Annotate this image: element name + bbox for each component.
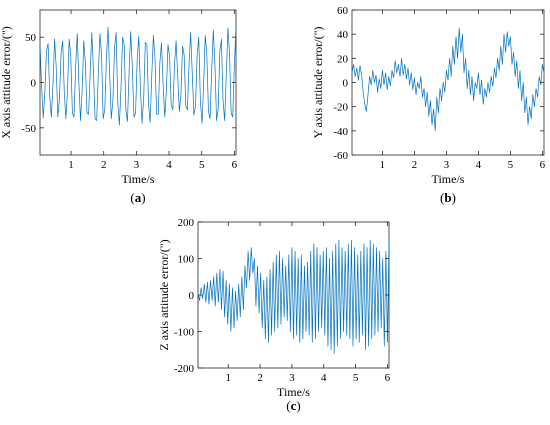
x-tick-label: 2 — [412, 159, 418, 171]
y-tick-label: -100 — [174, 327, 195, 339]
x-tick-label: 6 — [232, 159, 238, 171]
x-tick-label: 3 — [134, 159, 140, 171]
y-tick-label: 20 — [337, 53, 349, 65]
panel-caption-letter: a — [135, 190, 142, 205]
x-axis-label: Time/s — [122, 172, 155, 186]
x-tick-label: 1 — [380, 159, 386, 171]
y-tick-label: 60 — [337, 5, 349, 17]
series-line — [351, 27, 545, 132]
y-tick-label: 0 — [31, 78, 37, 90]
x-tick-label: 3 — [289, 372, 295, 384]
y-tick-label: -20 — [333, 102, 348, 114]
y-tick-label: 0 — [189, 290, 195, 302]
x-tick-label: 1 — [225, 372, 231, 384]
y-tick-label: 100 — [178, 254, 195, 266]
x-tick-label: 3 — [444, 159, 450, 171]
chart-panel-b: 1 2 3 4 5 6 -60 -40 -20 0 20 40 60 Time/s Y axis attit… — [311, 5, 546, 205]
y-tick-label: 0 — [343, 78, 349, 90]
y-tick-label: 40 — [337, 29, 349, 41]
series-line — [39, 26, 237, 126]
x-tick-label: 6 — [540, 159, 546, 171]
x-tick-label: 5 — [353, 372, 359, 384]
y-axis-label: Y axis attitude error/(") — [311, 26, 325, 138]
x-tick-label: 5 — [508, 159, 514, 171]
x-tick-label: 6 — [385, 372, 391, 384]
panel-caption: (a) — [130, 190, 145, 205]
x-axis-label: Time/s — [277, 385, 310, 399]
panel-caption-letter: c — [291, 398, 297, 413]
x-tick-label: 4 — [321, 372, 327, 384]
x-axis-label: Time/s — [432, 172, 465, 186]
panel-caption-letter: b — [444, 190, 451, 205]
y-tick-label: -60 — [333, 150, 348, 162]
panel-caption: (b) — [440, 190, 456, 205]
y-tick-label: -200 — [174, 363, 195, 375]
y-tick-label: 50 — [25, 32, 37, 44]
y-axis-label: Z axis attitude error/(") — [157, 239, 171, 350]
x-tick-label: 1 — [68, 159, 74, 171]
panel-caption: (c) — [286, 398, 300, 413]
y-tick-label: -40 — [333, 126, 348, 138]
series-line — [197, 239, 390, 354]
y-axis-label: X axis attitude error/(") — [0, 26, 13, 139]
x-tick-label: 4 — [166, 159, 172, 171]
chart-panel-a: 1 2 3 4 5 6 -50 0 50 Time/s X axis attitude error/… — [0, 9, 238, 205]
x-tick-label: 4 — [476, 159, 482, 171]
plot-frame — [39, 9, 237, 156]
y-tick-label: -50 — [21, 123, 36, 135]
plot-frame — [351, 9, 545, 156]
chart-panel-c: 1 2 3 4 5 6 -200 -100 0 100 200 Time/s Z axis attitu… — [157, 217, 391, 413]
x-tick-label: 2 — [257, 372, 263, 384]
y-tick-label: 200 — [178, 217, 195, 229]
x-tick-label: 2 — [101, 159, 107, 171]
x-tick-label: 5 — [199, 159, 205, 171]
